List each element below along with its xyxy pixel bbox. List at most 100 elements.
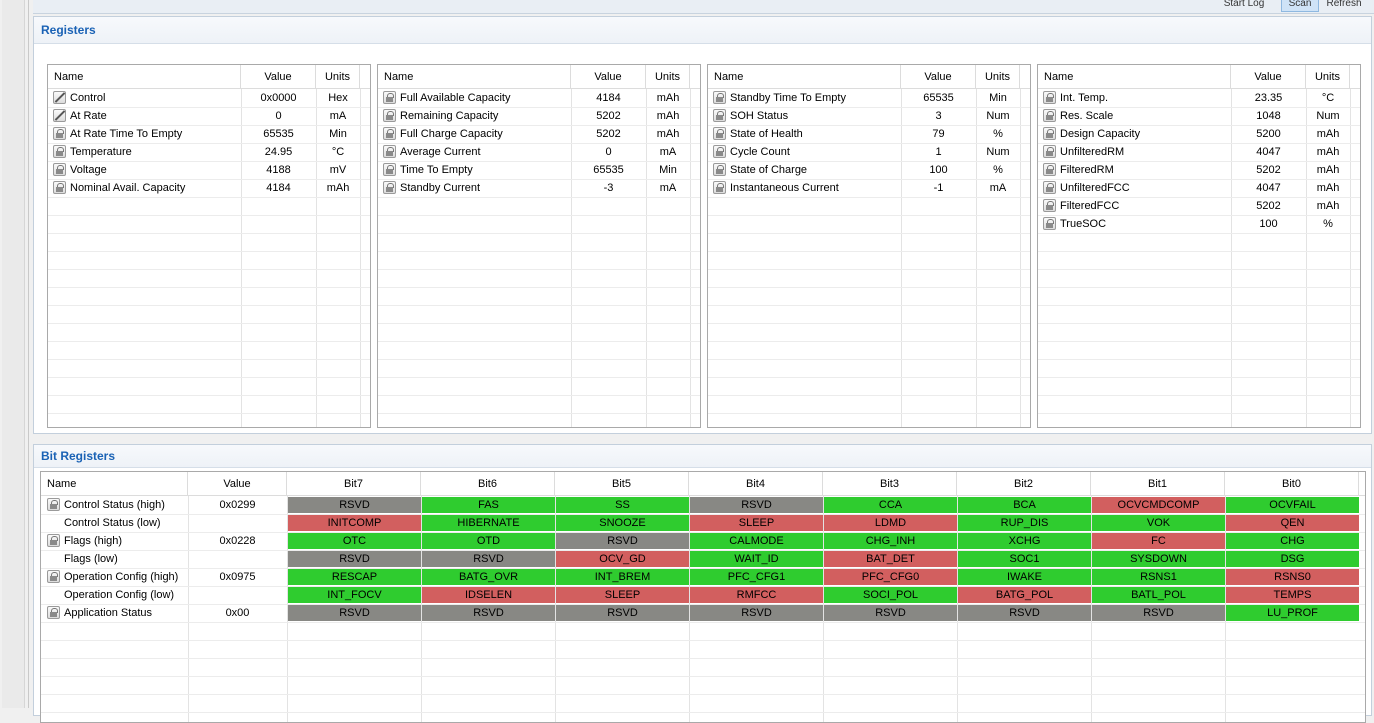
row-divider bbox=[378, 395, 700, 396]
register-units: Hex bbox=[328, 92, 348, 104]
column-header-value[interactable]: Value bbox=[571, 65, 646, 88]
row-divider bbox=[378, 233, 700, 234]
bit-flag-3: CCA bbox=[824, 497, 957, 513]
register-row[interactable]: Full Available Capacity 4184 mAh bbox=[378, 89, 700, 107]
bit-register-row[interactable]: Operation Config (low) INT_FOCV IDSELEN SLE… bbox=[41, 586, 1365, 604]
column-header-value[interactable]: Value bbox=[901, 65, 976, 88]
refresh-button[interactable]: Refresh bbox=[1326, 0, 1362, 9]
register-row[interactable]: FilteredRM 5202 mAh bbox=[1038, 161, 1360, 179]
register-units: Num bbox=[1316, 110, 1340, 122]
row-divider bbox=[1038, 287, 1360, 288]
register-row[interactable]: Remaining Capacity 5202 mAh bbox=[378, 107, 700, 125]
bit-flag-7: RSVD bbox=[288, 551, 421, 567]
row-divider bbox=[41, 676, 1365, 677]
column-divider bbox=[901, 65, 902, 427]
register-row[interactable]: Standby Time To Empty 65535 Min bbox=[708, 89, 1030, 107]
start-log-button[interactable]: Start Log bbox=[1223, 0, 1265, 9]
column-header-bit5[interactable]: Bit5 bbox=[555, 472, 689, 495]
column-header-name[interactable]: Name bbox=[378, 65, 571, 88]
lock-icon bbox=[713, 181, 726, 194]
row-divider bbox=[708, 233, 1030, 234]
register-row[interactable]: SOH Status 3 Num bbox=[708, 107, 1030, 125]
column-header-bit7[interactable]: Bit7 bbox=[287, 472, 421, 495]
column-header-name[interactable]: Name bbox=[41, 472, 188, 495]
column-header-name[interactable]: Name bbox=[48, 65, 241, 88]
register-name: Standby Time To Empty bbox=[730, 92, 846, 104]
register-row[interactable]: Temperature 24.95 °C bbox=[48, 143, 370, 161]
bit-flag-2: XCHG bbox=[958, 533, 1091, 549]
register-name: At Rate Time To Empty bbox=[70, 128, 183, 140]
register-row[interactable]: State of Health 79% bbox=[708, 125, 1030, 143]
column-header-units[interactable]: Units bbox=[976, 65, 1020, 88]
bit-register-row[interactable]: Flags (low) RSVD RSVD OCV_GD WAIT_ID BAT_DET S… bbox=[41, 550, 1365, 568]
column-header-value[interactable]: Value bbox=[241, 65, 316, 88]
lock-icon bbox=[1043, 217, 1056, 230]
register-row[interactable]: Average Current 0 mA bbox=[378, 143, 700, 161]
register-row[interactable]: Control 0x0000 Hex bbox=[48, 89, 370, 107]
register-row[interactable]: Nominal Avail. Capacity 4184 mAh bbox=[48, 179, 370, 197]
bit-register-row[interactable]: Application Status 0x00 RSVD RSVD RSVD RSVD RS… bbox=[41, 604, 1365, 622]
register-row[interactable]: UnfilteredRM 4047 mAh bbox=[1038, 143, 1360, 161]
column-header-value[interactable]: Value bbox=[1231, 65, 1306, 88]
register-row[interactable]: Time To Empty 65535 Min bbox=[378, 161, 700, 179]
scan-button[interactable]: Scan bbox=[1281, 0, 1319, 12]
bit-register-row[interactable]: Control Status (low) INITCOMP HIBERNATE SNO… bbox=[41, 514, 1365, 532]
bit-register-name: Flags (high) bbox=[64, 535, 123, 547]
bit-flag-1: VOK bbox=[1092, 515, 1225, 531]
row-divider bbox=[378, 377, 700, 378]
register-value: -1 bbox=[933, 182, 944, 194]
registers-section: Registers Name Value Units Control 0x0000 Hex… bbox=[33, 16, 1372, 434]
column-header-name[interactable]: Name bbox=[708, 65, 901, 88]
row-divider bbox=[1038, 359, 1360, 360]
column-header-value[interactable]: Value bbox=[188, 472, 287, 495]
bit-flag-7: INT_FOCV bbox=[288, 587, 421, 603]
register-value: 65535 bbox=[593, 164, 624, 176]
register-row[interactable]: Res. Scale 1048 Num bbox=[1038, 107, 1360, 125]
column-header-bit2[interactable]: Bit2 bbox=[957, 472, 1091, 495]
column-header-units[interactable]: Units bbox=[316, 65, 360, 88]
register-row[interactable]: Standby Current -3 mA bbox=[378, 179, 700, 197]
register-units: mAh bbox=[1316, 200, 1340, 212]
register-name: Control bbox=[70, 92, 106, 104]
column-header-units[interactable]: Units bbox=[646, 65, 690, 88]
column-header-bit3[interactable]: Bit3 bbox=[823, 472, 957, 495]
register-row[interactable]: Int. Temp. 23.35 °C bbox=[1038, 89, 1360, 107]
column-header-bit1[interactable]: Bit1 bbox=[1091, 472, 1225, 495]
register-units: % bbox=[993, 164, 1003, 176]
bit-register-row[interactable]: Operation Config (high) 0x0975 RESCAP BATG_… bbox=[41, 568, 1365, 586]
bit-registers-section: Bit Registers Name Value Bit7 Bit6 Bit5 Bit4 B… bbox=[33, 444, 1372, 723]
register-row[interactable]: Cycle Count 1 Num bbox=[708, 143, 1030, 161]
column-header-units[interactable]: Units bbox=[1306, 65, 1350, 88]
edit-icon[interactable] bbox=[53, 109, 66, 122]
register-units: mAh bbox=[656, 128, 680, 140]
register-row[interactable]: Instantaneous Current -1 mA bbox=[708, 179, 1030, 197]
register-row[interactable]: Design Capacity 5200 mAh bbox=[1038, 125, 1360, 143]
edit-icon[interactable] bbox=[53, 91, 66, 104]
register-row[interactable]: FilteredFCC 5202 mAh bbox=[1038, 197, 1360, 215]
register-row[interactable]: TrueSOC 100% bbox=[1038, 215, 1360, 233]
bit-flag-4: RMFCC bbox=[690, 587, 823, 603]
register-row[interactable]: UnfilteredFCC 4047 mAh bbox=[1038, 179, 1360, 197]
register-row[interactable]: Voltage 4188 mV bbox=[48, 161, 370, 179]
column-header-bit6[interactable]: Bit6 bbox=[421, 472, 555, 495]
row-divider bbox=[708, 161, 1030, 162]
column-header-bit4[interactable]: Bit4 bbox=[689, 472, 823, 495]
lock-icon bbox=[713, 163, 726, 176]
row-divider bbox=[378, 179, 700, 180]
table-header: Name Value Bit7 Bit6 Bit5 Bit4 Bit3 Bit2 Bit1 Bit… bbox=[41, 472, 1365, 496]
bit-register-row[interactable]: Control Status (high) 0x0299 RSVD FAS SS RSVD… bbox=[41, 496, 1365, 514]
register-row[interactable]: At Rate 0 mA bbox=[48, 107, 370, 125]
register-units: Min bbox=[329, 128, 347, 140]
register-row[interactable]: At Rate Time To Empty 65535 Min bbox=[48, 125, 370, 143]
column-header-bit0[interactable]: Bit0 bbox=[1225, 472, 1359, 495]
bit-register-value: 0x0228 bbox=[219, 535, 256, 547]
bit-flag-4: RSVD bbox=[690, 605, 823, 621]
register-row[interactable]: Full Charge Capacity 5202 mAh bbox=[378, 125, 700, 143]
bit-flag-1: FC bbox=[1092, 533, 1225, 549]
bit-flag-6: IDSELEN bbox=[422, 587, 555, 603]
row-divider bbox=[378, 125, 700, 126]
column-header-name[interactable]: Name bbox=[1038, 65, 1231, 88]
register-units: mAh bbox=[656, 110, 680, 122]
register-row[interactable]: State of Charge 100% bbox=[708, 161, 1030, 179]
bit-register-row[interactable]: Flags (high) 0x0228 OTC OTD RSVD CALMODE CHG_I… bbox=[41, 532, 1365, 550]
